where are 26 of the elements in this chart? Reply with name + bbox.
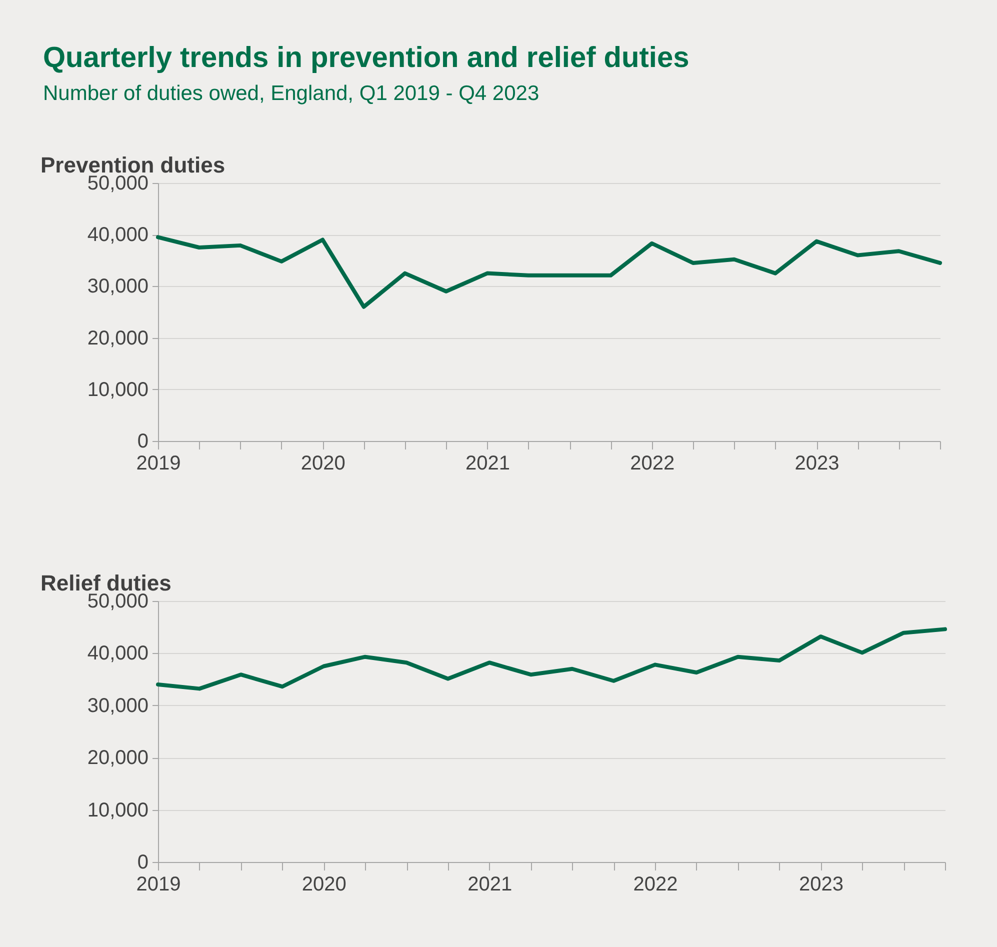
line-series	[156, 235, 942, 309]
y-tick-label: 10,000	[87, 378, 148, 401]
y-tick-label: 0	[137, 852, 148, 874]
y-tick-label: 30,000	[87, 276, 148, 298]
y-tick-label: 20,000	[87, 747, 148, 770]
y-tick-label: 30,000	[87, 694, 148, 717]
x-tick-label: 2023	[798, 874, 844, 896]
x-tick-label: 2021	[466, 452, 510, 474]
x-tick-label: 2020	[302, 874, 346, 896]
line-series	[156, 627, 947, 691]
y-tick-label: 50,000	[87, 172, 148, 194]
y-tick-label: 40,000	[87, 224, 148, 246]
chart-subtitle: Number of duties owed, England, Q1 2019 - Q4 2023	[43, 82, 540, 105]
x-tick-label: 2020	[300, 452, 346, 474]
y-tick-label: 50,000	[87, 590, 148, 612]
x-tick-label: 2019	[136, 452, 181, 474]
x-tick-label: 2019	[136, 874, 181, 896]
x-tick-label: 2022	[633, 874, 678, 896]
y-tick-label: 20,000	[87, 327, 148, 350]
x-tick-label: 2023	[794, 452, 840, 474]
x-tick-label: 2021	[468, 874, 512, 896]
chart-title: Quarterly trends in prevention and relief duties	[43, 42, 690, 74]
y-tick-label: 40,000	[87, 642, 148, 665]
y-tick-label: 10,000	[87, 799, 148, 822]
y-tick-label: 0	[137, 430, 148, 452]
x-tick-label: 2022	[630, 452, 675, 474]
